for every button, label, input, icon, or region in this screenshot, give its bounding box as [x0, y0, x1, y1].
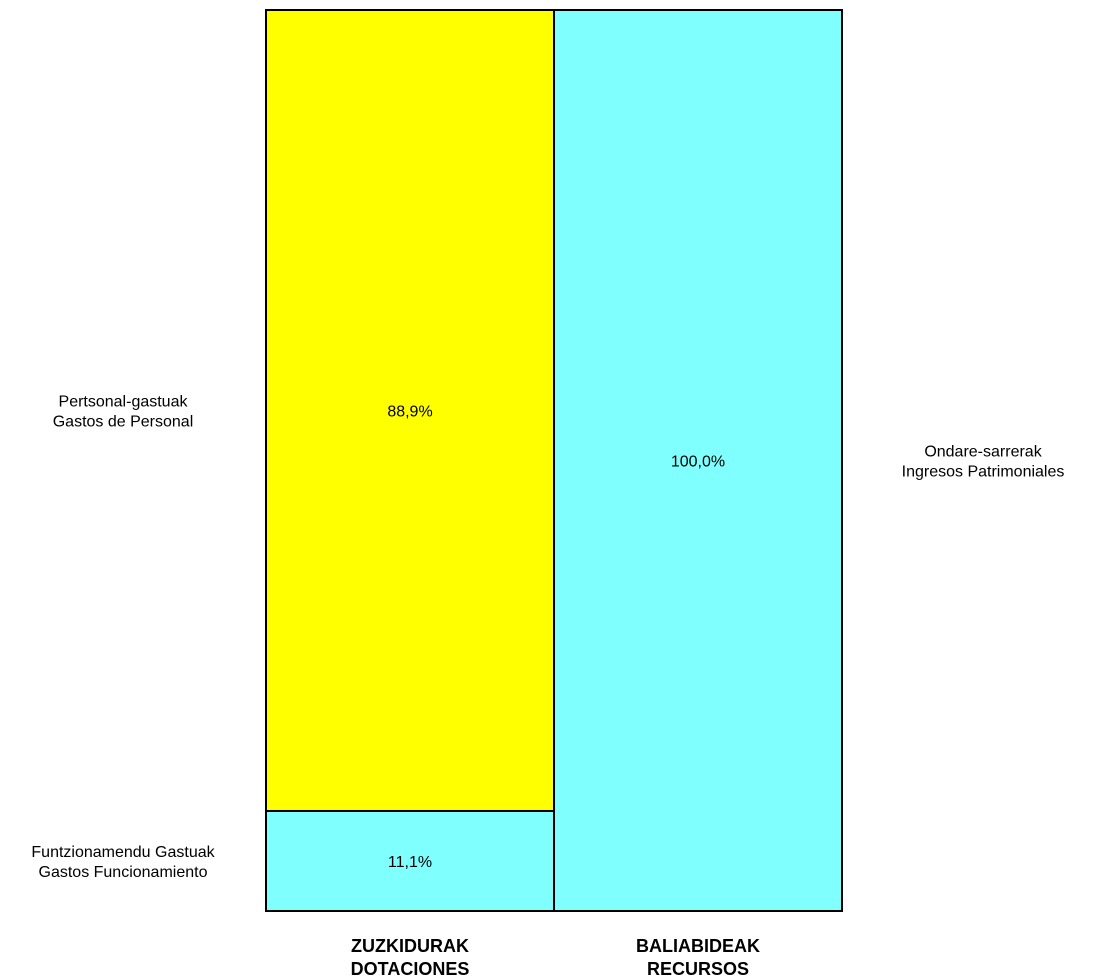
- segment-label-0-0-line2: Gastos Funcionamiento: [39, 864, 208, 881]
- category-label-1-line1: BALIABIDEAK: [636, 936, 760, 956]
- category-label-0-line1: ZUZKIDURAK: [351, 936, 469, 956]
- category-label-1-line2: RECURSOS: [647, 959, 749, 979]
- segment-label-0-0-line1: Funtzionamendu Gastuak: [31, 844, 215, 861]
- bar-segment-1-0: [553, 9, 843, 912]
- bar-segment-0-0: [265, 809, 555, 913]
- segment-label-0-1-line1: Pertsonal-gastuak: [59, 393, 189, 410]
- segment-label-0-1-line2: Gastos de Personal: [53, 413, 194, 430]
- segment-label-1-0-line2: Ingresos Patrimoniales: [902, 464, 1065, 481]
- value-label-0-1: 88,9%: [387, 403, 432, 420]
- segment-label-1-0-line1: Ondare-sarrerak: [924, 444, 1042, 461]
- value-label-1-0: 100,0%: [671, 454, 725, 471]
- value-label-0-0: 11,1%: [388, 854, 432, 871]
- bar-segment-0-1: [265, 9, 555, 812]
- category-label-0-line2: DOTACIONES: [351, 959, 470, 979]
